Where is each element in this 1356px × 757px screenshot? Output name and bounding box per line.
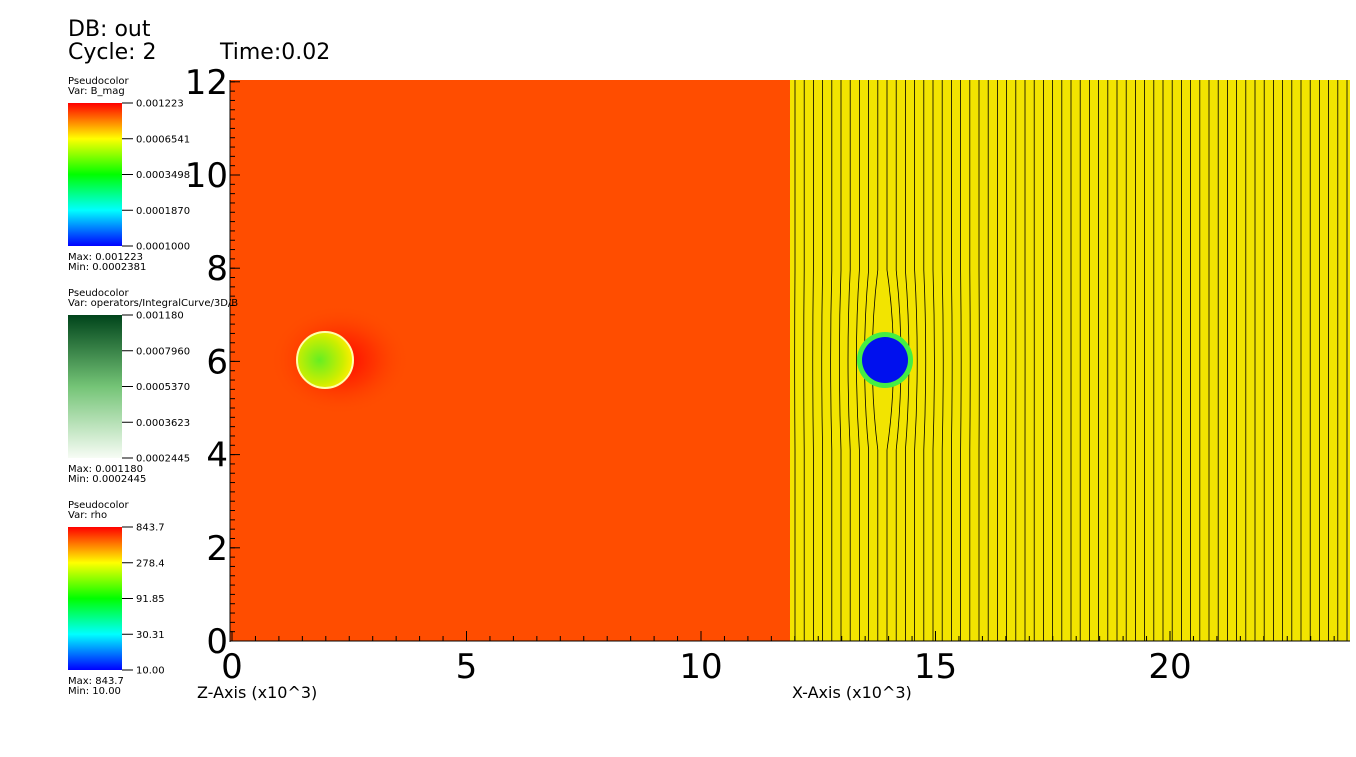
legend-var: Var: rho [68, 510, 107, 521]
y-tick-label: 2 [206, 529, 228, 569]
field-line [856, 80, 860, 641]
colorbar-label: 0.0005370 [136, 382, 190, 393]
colorbar-label: 0.0003498 [136, 170, 190, 181]
legend-min: Min: 0.0002381 [68, 262, 146, 273]
x-tick-label: 15 [914, 647, 957, 687]
field-line [838, 80, 842, 641]
colorbar-label: 91.85 [136, 594, 165, 605]
colorbar-label: 0.0007960 [136, 346, 190, 357]
y-tick-label: 12 [185, 63, 228, 103]
legend-plot: Pseudocolor [68, 288, 130, 299]
cycle-label: Cycle: 2 [68, 40, 157, 65]
colorbar-label: 0.001180 [136, 311, 184, 322]
y-tick-label: 4 [206, 436, 228, 476]
x-tick-label: 20 [1148, 647, 1191, 687]
x-tick-label: 10 [679, 647, 722, 687]
sphere [862, 337, 908, 383]
colorbar-label: 0.001223 [136, 99, 184, 110]
colorbar-label: 10.00 [136, 666, 165, 677]
legend-var: Var: B_mag [68, 86, 125, 97]
legend-min: Min: 0.0002445 [68, 474, 146, 485]
field-line [914, 80, 918, 641]
legend-plot: Pseudocolor [68, 76, 130, 87]
field-line [941, 80, 944, 641]
field-line [812, 80, 814, 641]
field-lines [794, 80, 1348, 641]
colorbar-label: 0.0003623 [136, 418, 190, 429]
axis-label: X-Axis (x10^3) [792, 683, 912, 702]
time-label: Time:0.02 [219, 40, 330, 65]
sphere [296, 331, 354, 389]
y-tick-label: 8 [206, 249, 228, 289]
field-line [951, 80, 953, 641]
colorbar-label: 0.0002445 [136, 454, 190, 465]
y-tick-label: 0 [206, 622, 228, 662]
legend-min: Min: 10.00 [68, 686, 121, 697]
colorbar [68, 315, 122, 458]
y-tick-label: 6 [206, 342, 228, 382]
db-label: DB: out [68, 17, 151, 42]
colorbar-label: 30.31 [136, 630, 165, 641]
legend-plot: Pseudocolor [68, 500, 130, 511]
colorbar [68, 103, 122, 246]
colorbar-label: 0.0006541 [136, 134, 190, 145]
field-line [821, 80, 823, 641]
colorbar-label: 0.0001000 [136, 242, 190, 253]
legend-max: Max: 843.7 [68, 676, 124, 687]
field-line [847, 80, 851, 641]
legend-max: Max: 0.001223 [68, 252, 143, 263]
legend-max: Max: 0.001180 [68, 464, 143, 475]
field-line [923, 80, 927, 641]
x-tick-label: 0 [221, 647, 243, 687]
x-tick-label: 5 [456, 647, 478, 687]
field-line [960, 80, 962, 641]
field-line [932, 80, 935, 641]
colorbar [68, 527, 122, 670]
axes: 0 2 4 6 8 10 12 0 5 10 15 20 Z-Axis (x10^3) X-Axis (x… [185, 63, 1335, 702]
legend-var: Var: operators/IntegralCurve/3D/B [68, 298, 238, 309]
colorbar-label: 278.4 [136, 558, 165, 569]
y-tick-label: 10 [185, 156, 228, 196]
colorbar-label: 843.7 [136, 523, 165, 534]
colorbar-label: 0.0001870 [136, 206, 190, 217]
axis-label: Z-Axis (x10^3) [197, 683, 317, 702]
field-line [830, 80, 833, 641]
